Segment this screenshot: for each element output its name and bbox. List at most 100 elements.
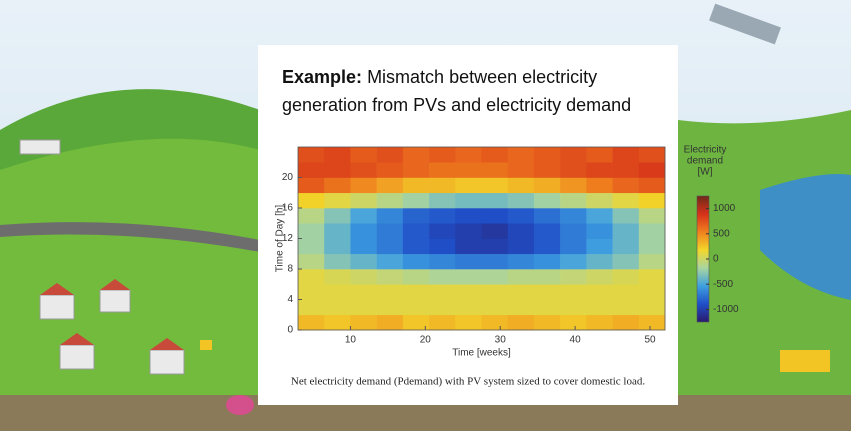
heatmap-cell xyxy=(638,284,666,300)
heatmap-cell xyxy=(376,238,404,255)
heatmap-cell xyxy=(560,253,587,270)
heatmap-cell xyxy=(298,284,325,300)
heatmap-cell xyxy=(429,299,456,316)
heatmap-cell xyxy=(481,253,509,270)
heatmap-cell xyxy=(350,162,377,178)
heatmap-cell xyxy=(638,147,666,163)
heatmap-cell xyxy=(612,208,640,224)
heatmap-cell xyxy=(638,162,666,178)
heatmap-cell xyxy=(324,314,351,331)
heatmap-cell xyxy=(376,299,404,316)
heatmap-cell xyxy=(612,223,640,239)
heatmap-cell xyxy=(638,238,666,255)
heatmap-cell xyxy=(507,299,535,316)
heatmap-cell xyxy=(533,147,561,163)
heatmap-cell xyxy=(350,314,377,331)
heatmap-cell xyxy=(402,284,430,300)
heatmap-cell xyxy=(586,284,613,300)
heatmap-cell xyxy=(507,253,535,270)
heatmap-cell xyxy=(612,177,640,194)
heatmap-cell xyxy=(507,223,535,239)
heatmap-cell xyxy=(481,238,509,255)
heatmap-cell xyxy=(324,192,351,209)
heatmap-cell xyxy=(429,284,456,300)
heatmap-cell xyxy=(533,192,561,209)
title-line: Mismatch between electricity xyxy=(367,67,597,87)
heatmap-cell xyxy=(560,208,587,224)
heatmap-cell xyxy=(298,208,325,224)
heatmap-cell xyxy=(481,269,509,285)
heatmap-cell xyxy=(507,208,535,224)
heatmap-cell xyxy=(429,177,456,194)
heatmap-cell xyxy=(298,253,325,270)
heatmap-cell xyxy=(612,192,640,209)
y-tick-label: 0 xyxy=(287,325,293,336)
heatmap-cell xyxy=(376,162,404,178)
heatmap-cell xyxy=(350,177,377,194)
heatmap-cell xyxy=(455,299,482,316)
heatmap-cell xyxy=(324,238,351,255)
heatmap-cell xyxy=(455,223,482,239)
heatmap-cell xyxy=(481,192,509,209)
heatmap-cell xyxy=(638,208,666,224)
x-tick-label: 50 xyxy=(644,335,656,346)
heatmap-cell xyxy=(298,223,325,239)
heatmap-cell xyxy=(376,192,404,209)
heatmap-cell xyxy=(429,208,456,224)
heatmap-cell xyxy=(298,162,325,178)
heatmap-cell xyxy=(376,147,404,163)
heatmap-cell xyxy=(533,208,561,224)
heatmap-cell xyxy=(560,299,587,316)
heatmap-cell xyxy=(429,192,456,209)
heatmap-cell xyxy=(455,314,482,331)
heatmap-cell xyxy=(298,314,325,331)
heatmap-cell xyxy=(481,147,509,163)
heatmap-cell xyxy=(402,223,430,239)
heatmap-cell xyxy=(560,162,587,178)
heatmap-cell xyxy=(350,223,377,239)
heatmap-cell xyxy=(586,147,613,163)
heatmap-cell xyxy=(376,208,404,224)
heatmap-cell xyxy=(350,253,377,270)
heatmap-cell xyxy=(560,269,587,285)
y-tick-label: 12 xyxy=(282,233,294,244)
heatmap-cell xyxy=(298,269,325,285)
heatmap-cell xyxy=(560,192,587,209)
heatmap-cell xyxy=(376,223,404,239)
y-tick-label: 8 xyxy=(287,264,293,275)
x-tick-label: 10 xyxy=(345,335,357,346)
heatmap-cell xyxy=(429,238,456,255)
title-bold: Example: xyxy=(282,67,362,87)
colorbar-tick-label: -1000 xyxy=(713,304,739,315)
heatmap-cell xyxy=(481,162,509,178)
heatmap-cell xyxy=(586,192,613,209)
heatmap-cell xyxy=(455,238,482,255)
colorbar-tick-label: -500 xyxy=(713,279,733,290)
heatmap-cell xyxy=(402,147,430,163)
heatmap-cell xyxy=(481,177,509,194)
heatmap-cell xyxy=(376,314,404,331)
colorbar-tick-label: 500 xyxy=(713,228,730,239)
heatmap-cell xyxy=(376,269,404,285)
x-tick-label: 40 xyxy=(570,335,582,346)
heatmap-cell xyxy=(638,299,666,316)
heatmap-cell xyxy=(586,162,613,178)
heatmap-cell xyxy=(533,284,561,300)
heatmap-cell xyxy=(455,284,482,300)
heatmap-cell xyxy=(324,299,351,316)
heatmap-cell xyxy=(455,192,482,209)
heatmap-cell xyxy=(533,253,561,270)
heatmap-cell xyxy=(324,269,351,285)
heatmap-cell xyxy=(638,314,666,331)
heatmap-cell xyxy=(429,314,456,331)
caption: Net electricity demand (Pdemand) with PV… xyxy=(291,376,645,388)
heatmap-cell xyxy=(429,269,456,285)
colorbar-label: [W] xyxy=(698,167,713,178)
heatmap-cell xyxy=(455,208,482,224)
heatmap-cell xyxy=(481,299,509,316)
heatmap-cell xyxy=(612,299,640,316)
heatmap-cell xyxy=(298,238,325,255)
x-tick-label: 30 xyxy=(495,335,507,346)
heatmap-cell xyxy=(560,314,587,331)
